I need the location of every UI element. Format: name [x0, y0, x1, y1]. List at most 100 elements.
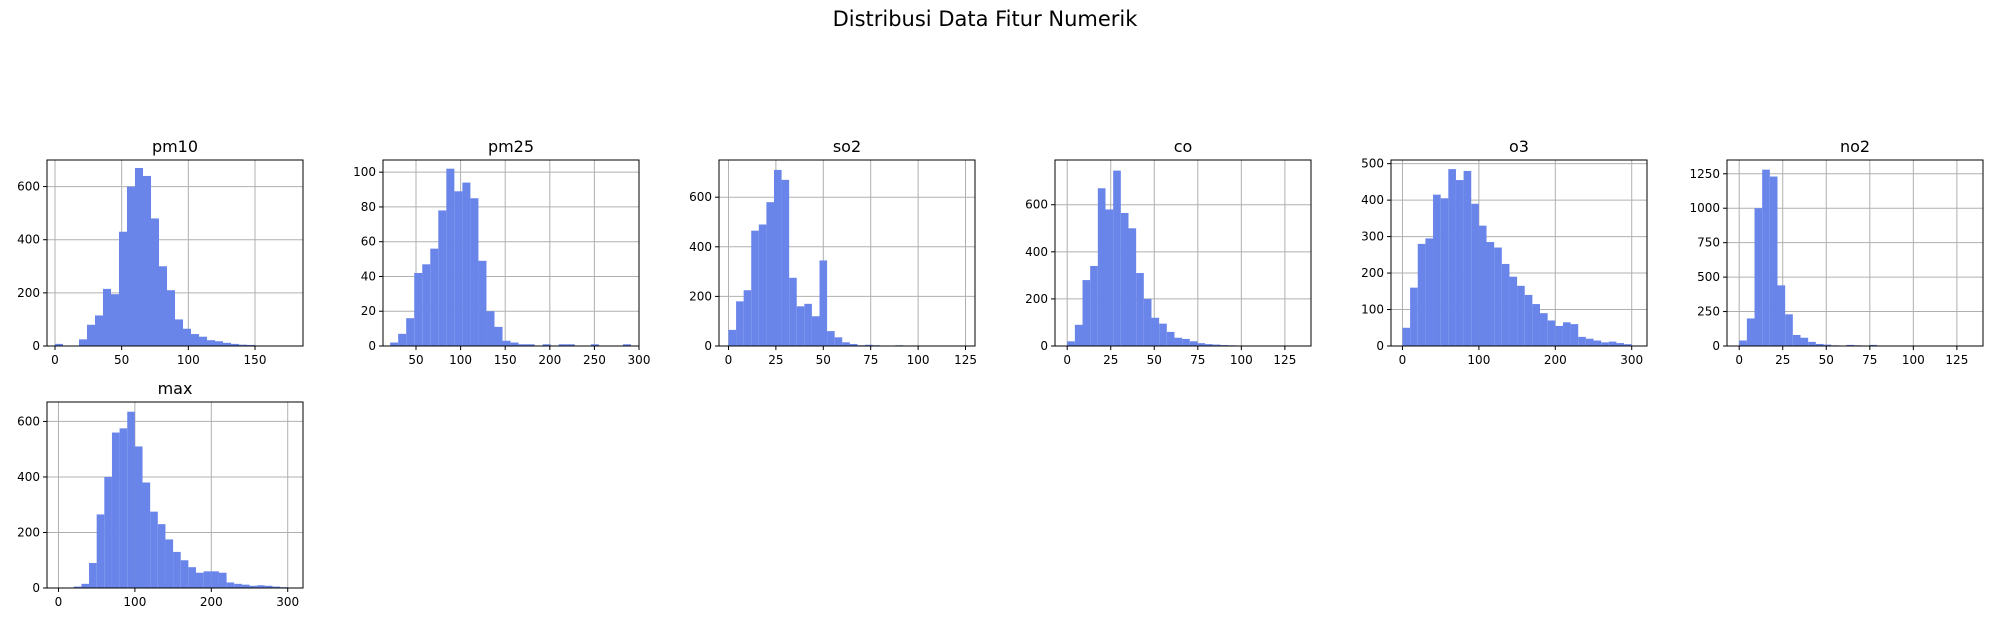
- y-tick-label: 20: [361, 304, 376, 318]
- histogram-bar: [1440, 198, 1449, 346]
- histogram-bar: [1869, 344, 1878, 346]
- histogram-bar: [272, 586, 281, 588]
- histogram-bar: [1562, 322, 1571, 346]
- y-tick-label: 250: [1697, 305, 1720, 319]
- histogram-bar: [1578, 336, 1586, 346]
- y-tick-label: 600: [17, 180, 40, 194]
- histogram-bar: [1547, 320, 1556, 346]
- histogram-bar: [143, 175, 151, 346]
- y-tick-label: 0: [704, 339, 712, 353]
- histogram-bar: [1402, 327, 1411, 346]
- histogram-bar: [766, 202, 774, 346]
- histogram-bar: [1792, 334, 1801, 346]
- x-tick-label: 250: [583, 353, 606, 367]
- y-tick-label: 600: [689, 190, 712, 204]
- histogram-bar: [406, 318, 415, 346]
- y-tick-label: 200: [689, 289, 712, 303]
- y-tick-label: 400: [17, 470, 40, 484]
- histogram-bar: [758, 224, 767, 346]
- histogram-bar: [398, 333, 407, 346]
- histogram-bar: [789, 277, 797, 346]
- y-tick-label: 400: [689, 240, 712, 254]
- x-tick-label: 100: [1230, 353, 1253, 367]
- histogram-bar: [1410, 287, 1418, 346]
- histogram-bar: [103, 288, 111, 346]
- x-tick-label: 25: [768, 353, 783, 367]
- histogram-bar: [167, 290, 175, 346]
- histogram-bar: [183, 328, 191, 346]
- x-tick-label: 300: [276, 595, 299, 609]
- y-tick-label: 0: [368, 339, 376, 353]
- histogram-bar: [1082, 280, 1091, 346]
- x-tick-label: 150: [244, 353, 267, 367]
- histogram-bar: [226, 582, 235, 588]
- y-tick-label: 200: [17, 525, 40, 539]
- histogram-bar: [1785, 314, 1793, 346]
- y-tick-label: 0: [32, 339, 40, 353]
- histogram-bar: [215, 341, 223, 346]
- histogram-co: 0 25 50 75 100 125 0 200 400 600 co: [1025, 137, 1312, 367]
- x-tick-label: 50: [1819, 353, 1834, 367]
- x-tick-label: 100: [907, 353, 930, 367]
- histogram-bar: [73, 586, 82, 588]
- histogram-bar: [827, 331, 835, 346]
- panel-title: o3: [1509, 137, 1529, 156]
- histogram-bar: [79, 339, 87, 346]
- histogram-bar: [414, 272, 423, 346]
- y-tick-label: 100: [353, 165, 376, 179]
- histogram-bar: [502, 340, 511, 346]
- axes-frame: [1054, 159, 1312, 347]
- y-tick-label: 0: [32, 581, 40, 595]
- histogram-bar: [1151, 317, 1160, 346]
- x-tick-label: 75: [1190, 353, 1205, 367]
- y-tick-label: 500: [1697, 270, 1720, 284]
- histogram-bar: [1762, 169, 1770, 346]
- histogram-bar: [134, 446, 143, 588]
- y-tick-label: 100: [1361, 303, 1384, 317]
- histogram-bar: [231, 343, 239, 346]
- histogram-bar: [470, 198, 479, 346]
- histogram-bar: [159, 266, 167, 346]
- histogram-bar: [834, 337, 843, 346]
- x-tick-label: 50: [114, 353, 129, 367]
- panel-title: pm25: [488, 137, 534, 156]
- histogram-bar: [1425, 238, 1434, 346]
- histogram-bar: [849, 344, 858, 346]
- histogram-bar: [175, 319, 183, 346]
- histogram-bar: [1509, 276, 1518, 346]
- x-tick-label: 300: [1620, 353, 1643, 367]
- histogram-bar: [1212, 344, 1221, 346]
- y-tick-label: 500: [1361, 157, 1384, 171]
- histogram-bar: [241, 584, 250, 588]
- panel-title: max: [158, 379, 193, 398]
- histogram-bar: [865, 344, 873, 346]
- histogram-bar: [566, 344, 575, 346]
- y-tick-label: 40: [361, 269, 376, 283]
- histogram-bar: [1433, 194, 1441, 346]
- histogram-bar: [203, 571, 212, 588]
- y-tick-label: 750: [1697, 236, 1720, 250]
- histogram-bar: [119, 428, 128, 588]
- histogram-bar: [390, 342, 399, 346]
- histogram-bar: [247, 344, 255, 346]
- histogram-bar: [804, 303, 812, 346]
- histogram-bar: [234, 583, 242, 588]
- y-tick-label: 300: [1361, 230, 1384, 244]
- y-tick-label: 400: [17, 233, 40, 247]
- histogram-bar: [207, 340, 215, 346]
- histogram-bar: [773, 169, 782, 346]
- histogram-bar: [223, 342, 231, 346]
- y-tick-label: 80: [361, 200, 376, 214]
- x-tick-label: 25: [1775, 353, 1790, 367]
- axes-frame: [1726, 159, 1984, 347]
- histogram-bar: [95, 315, 103, 346]
- histogram-bar: [542, 344, 551, 346]
- panel-title: pm10: [152, 137, 198, 156]
- histogram-bar: [1417, 243, 1426, 346]
- histogram-bar: [811, 316, 820, 346]
- histogram-bar: [87, 324, 95, 346]
- histogram-bar: [151, 218, 159, 346]
- histogram-bar: [104, 476, 112, 588]
- histogram-bar: [1136, 273, 1144, 346]
- histogram-bar: [1120, 212, 1129, 346]
